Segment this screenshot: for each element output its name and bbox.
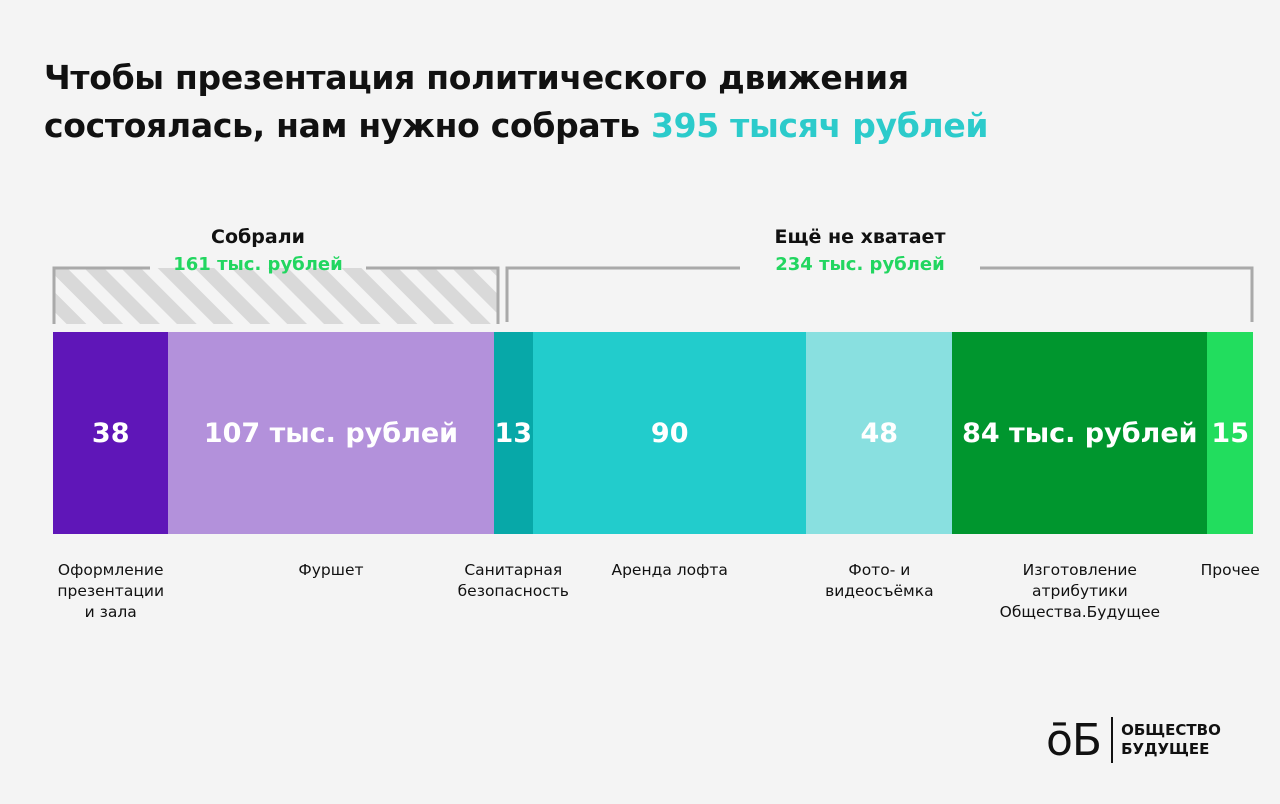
category-label: Прочее	[1200, 561, 1260, 579]
category-label: Фото- и видеосъёмка	[825, 561, 934, 600]
category-label: Оформление презентации и зала	[57, 561, 165, 621]
logo-divider	[1111, 717, 1114, 763]
bar-segment: 15	[1207, 332, 1253, 534]
logo-name: ОБЩЕСТВО БУДУЩЕЕ	[1121, 721, 1221, 758]
bar-segment: 84 тыс. рублей	[952, 332, 1208, 534]
bar-segment: 48	[806, 332, 953, 534]
category-label: Фуршет	[298, 561, 364, 579]
collected-label: Собрали	[211, 226, 305, 248]
logo: ōБ ОБЩЕСТВО БУДУЩЕЕ	[1046, 714, 1221, 766]
collected-amount: 161 тыс. рублей	[173, 254, 343, 275]
title-line2-prefix: состоялась, нам нужно собрать	[44, 106, 651, 145]
category-label: Изготовление атрибутики Общества.Будущее	[999, 561, 1161, 621]
page-title: Чтобы презентация политического движения…	[44, 54, 1144, 150]
bar-segment: 107 тыс. рублей	[168, 332, 494, 534]
missing-label-group: Ещё не хватает 234 тыс. рублей	[740, 224, 980, 278]
category-label: Аренда лофта	[611, 561, 728, 579]
bar-segment: 13	[493, 332, 533, 534]
collected-hatch	[54, 268, 498, 324]
logo-mark: ōБ	[1046, 714, 1102, 766]
title-line1: Чтобы презентация политического движения	[44, 58, 909, 97]
collected-label-group: Собрали 161 тыс. рублей	[150, 224, 366, 278]
bar-segment: 38	[53, 332, 169, 534]
category-label: Санитарная безопасность	[457, 561, 569, 600]
title-line2-accent: 395 тысяч рублей	[650, 106, 989, 145]
missing-label: Ещё не хватает	[774, 226, 946, 248]
bar-segment: 90	[533, 332, 807, 534]
collected-bracket	[52, 266, 500, 324]
missing-amount: 234 тыс. рублей	[775, 254, 945, 275]
missing-bracket	[505, 266, 1254, 322]
